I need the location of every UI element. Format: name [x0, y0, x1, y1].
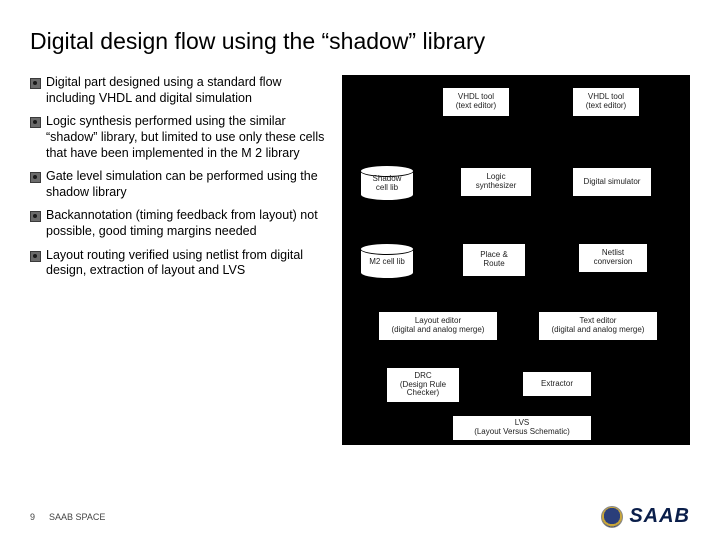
diagram-node-m2-lib: M2 cell lib: [360, 243, 414, 279]
diagram-node-extractor: Extractor: [522, 371, 592, 397]
diagram-node-vhdl-tool2: VHDL tool (text editor): [572, 87, 640, 117]
bullet-list: Digital part designed using a standard f…: [30, 75, 330, 445]
slide-title: Digital design flow using the “shadow” l…: [30, 28, 690, 55]
diagram-node-logic-synth: Logic synthesizer: [460, 167, 532, 197]
diagram-node-place-route: Place & Route: [462, 243, 526, 277]
diagram-node-netlist-conv: Netlist conversion: [578, 243, 648, 273]
crest-icon: [601, 506, 623, 528]
diagram-node-dig-sim: Digital simulator: [572, 167, 652, 197]
diagram-node-text-ed: Text editor (digital and analog merge): [538, 311, 658, 341]
bullet-item: Backannotation (timing feedback from lay…: [30, 208, 330, 239]
footer: 9 SAAB SPACE: [30, 512, 105, 522]
diagram-node-drc: DRC (Design Rule Checker): [386, 367, 460, 403]
flow-diagram: VHDL tool (text editor) VHDL tool (text e…: [342, 75, 690, 445]
org-name: SAAB SPACE: [49, 512, 105, 522]
content-area: Digital part designed using a standard f…: [30, 75, 690, 445]
diagram-node-lvs: LVS (Layout Versus Schematic): [452, 415, 592, 441]
bullet-item: Logic synthesis performed using the simi…: [30, 114, 330, 161]
bullet-item: Digital part designed using a standard f…: [30, 75, 330, 106]
diagram-node-vhdl-text: VHDL tool (text editor): [442, 87, 510, 117]
bullet-item: Layout routing verified using netlist fr…: [30, 248, 330, 279]
brand-text: SAAB: [629, 505, 690, 528]
bullet-item: Gate level simulation can be performed u…: [30, 169, 330, 200]
diagram-node-shadow-lib: Shadow cell lib: [360, 165, 414, 201]
page-number: 9: [30, 512, 35, 522]
logo: SAAB: [601, 505, 690, 528]
diagram-node-layout-ed: Layout editor (digital and analog merge): [378, 311, 498, 341]
